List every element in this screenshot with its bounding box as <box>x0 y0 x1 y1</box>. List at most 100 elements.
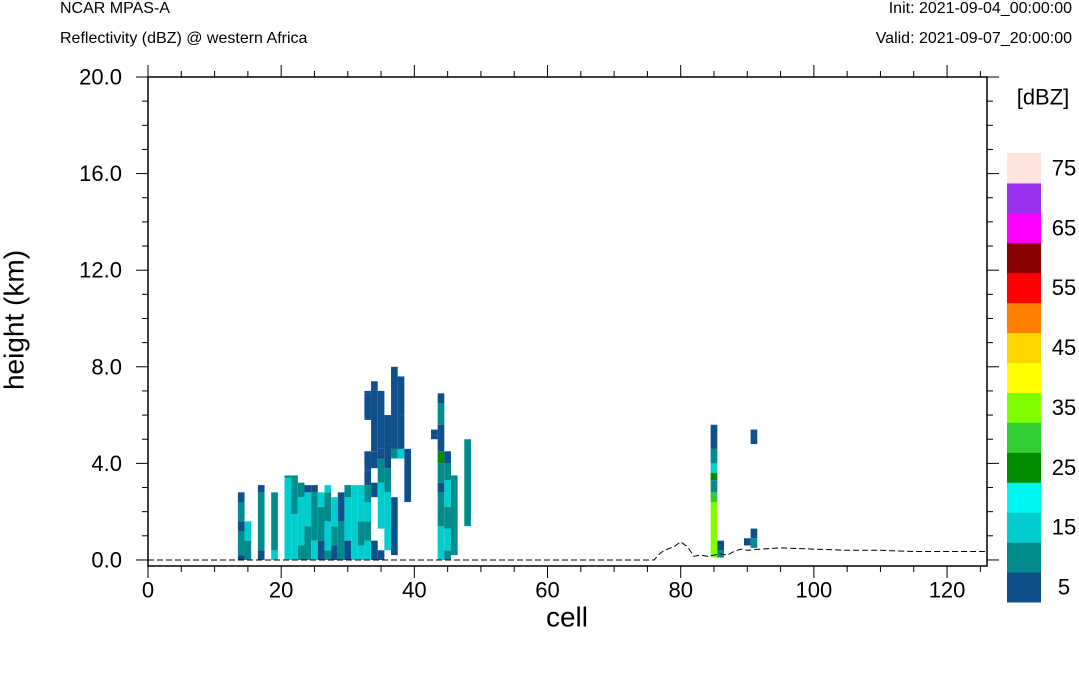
colorbar-swatch <box>1007 452 1041 483</box>
reflectivity-cell-93 <box>710 480 718 493</box>
reflectivity-cell-69 <box>391 366 398 449</box>
x-tick-label: 60 <box>535 578 559 603</box>
x-tick-label: 40 <box>402 578 426 603</box>
reflectivity-cell-65 <box>384 444 392 469</box>
reflectivity-cell-91 <box>710 502 718 558</box>
reflectivity-cell-50 <box>364 451 372 471</box>
colorbar-swatch <box>1007 392 1041 423</box>
reflectivity-cell-95 <box>710 463 718 474</box>
colorbar-swatch <box>1007 422 1041 453</box>
colorbar-swatch <box>1007 512 1041 543</box>
reflectivity-cell-101 <box>750 538 758 548</box>
x-tick-label: 20 <box>269 578 293 603</box>
reflectivity-cell-21 <box>304 492 312 527</box>
reflectivity-cell-76 <box>437 492 445 527</box>
valid-time: Valid: 2021-09-07_20:00:00 <box>875 30 1072 47</box>
reflectivity-cell-53 <box>371 540 378 560</box>
reflectivity-cell-6 <box>244 540 252 560</box>
reflectivity-cell-8 <box>257 550 265 560</box>
field-title: Reflectivity (dBZ) @ western Africa <box>60 30 308 47</box>
x-tick-label: 80 <box>668 578 692 603</box>
plot-frame <box>147 76 988 567</box>
reflectivity-cell-35 <box>331 497 338 527</box>
reflectivity-cell-70 <box>397 448 405 459</box>
reflectivity-cell-57 <box>371 381 378 391</box>
reflectivity-cell-100 <box>743 538 751 546</box>
reflectivity-cell-5 <box>237 492 245 503</box>
x-tick-label: 100 <box>796 578 833 603</box>
x-tick-label: 0 <box>142 578 154 603</box>
reflectivity-cell-55 <box>371 451 378 469</box>
reflectivity-cell-38 <box>344 540 352 560</box>
reflectivity-cells <box>237 366 758 560</box>
y-tick-label: 16.0 <box>79 161 122 186</box>
reflectivity-cell-11 <box>271 550 278 560</box>
reflectivity-cell-66 <box>384 415 392 445</box>
axis-ticks <box>136 65 999 578</box>
reflectivity-cell-1 <box>237 545 245 556</box>
reflectivity-cell-25 <box>311 485 318 493</box>
reflectivity-cell-87 <box>444 463 451 481</box>
reflectivity-cell-10 <box>257 485 265 493</box>
colorbar-unit-label: [dBZ] <box>1017 85 1070 110</box>
reflectivity-cell-29 <box>324 550 332 560</box>
reflectivity-cell-51 <box>364 393 372 420</box>
x-axis-label: cell <box>546 602 588 633</box>
reflectivity-cell-39 <box>344 497 352 541</box>
reflectivity-cell-68 <box>391 448 398 459</box>
reflectivity-cell-32 <box>324 485 332 493</box>
reflectivity-cell-12 <box>271 492 278 551</box>
reflectivity-cell-20 <box>304 526 312 560</box>
reflectivity-cell-88 <box>444 451 451 464</box>
colorbar-swatch <box>1007 482 1041 513</box>
reflectivity-cell-46 <box>364 521 372 541</box>
y-tick-label: 8.0 <box>91 354 122 379</box>
reflectivity-cell-31 <box>324 492 332 522</box>
y-tick-label: 0.0 <box>91 547 122 572</box>
reflectivity-cell-58 <box>377 550 385 560</box>
reflectivity-cell-36 <box>337 521 345 560</box>
reflectivity-cell-94 <box>710 473 718 481</box>
reflectivity-cell-85 <box>444 506 451 529</box>
y-axis-label: height (km) <box>0 250 30 390</box>
reflectivity-cell-42 <box>357 545 365 560</box>
reflectivity-cell-97 <box>710 424 718 449</box>
reflectivity-cell-41 <box>351 485 358 560</box>
reflectivity-cell-92 <box>710 492 718 503</box>
reflectivity-cell-15 <box>291 514 298 560</box>
reflectivity-cell-83 <box>444 550 451 560</box>
colorbar-swatch <box>1007 542 1041 573</box>
reflectivity-cell-43 <box>357 521 365 546</box>
reflectivity-cell-44 <box>357 485 365 522</box>
reflectivity-cell-23 <box>311 540 318 560</box>
reflectivity-cell-59 <box>377 482 385 529</box>
reflectivity-cell-13 <box>284 477 292 560</box>
reflectivity-cell-89 <box>450 475 458 556</box>
colorbar-label: 25 <box>1052 455 1076 480</box>
reflectivity-cell-4 <box>237 502 245 522</box>
reflectivity-cell-3 <box>237 521 245 531</box>
colorbar-swatch <box>1007 153 1041 184</box>
reflectivity-cell-96 <box>710 448 718 464</box>
reflectivity-cell-45 <box>364 540 372 560</box>
reflectivity-cell-77 <box>437 482 445 493</box>
reflectivity-cell-22 <box>304 485 312 493</box>
reflectivity-cell-9 <box>257 492 265 551</box>
reflectivity-cell-63 <box>384 492 392 551</box>
reflectivity-cell-2 <box>237 530 245 546</box>
reflectivity-cell-47 <box>364 502 372 522</box>
reflectivity-cell-49 <box>364 470 372 486</box>
y-tick-label: 20.0 <box>79 65 122 90</box>
init-time: Init: 2021-09-04_00:00:00 <box>888 0 1072 17</box>
reflectivity-cell-33 <box>331 545 338 560</box>
colorbar-swatch <box>1007 572 1041 603</box>
reflectivity-cell-75 <box>437 526 445 560</box>
x-tick-labels: 0 20 40 60 80 100 120 <box>142 578 966 603</box>
reflectivity-cell-67 <box>391 497 398 556</box>
reflectivity-cell-17 <box>297 545 305 560</box>
terrain-line <box>148 541 987 561</box>
colorbar-swatch <box>1007 362 1041 393</box>
reflectivity-cell-86 <box>444 480 451 507</box>
reflectivity-cell-102 <box>750 528 758 539</box>
reflectivity-cell-62 <box>377 390 385 449</box>
